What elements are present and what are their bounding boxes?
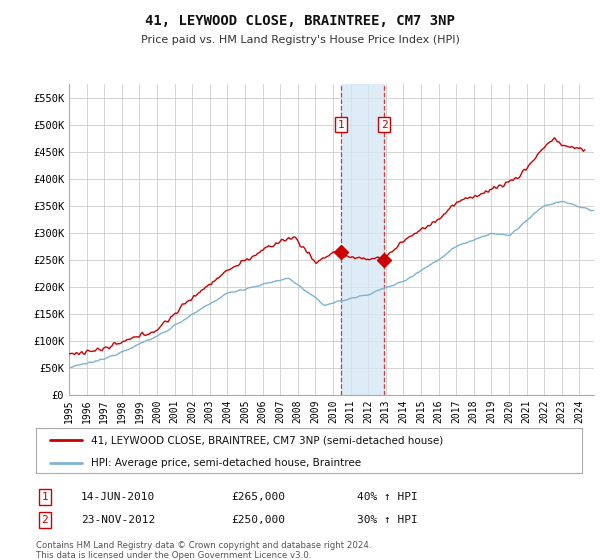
Text: 30% ↑ HPI: 30% ↑ HPI — [357, 515, 418, 525]
Text: 41, LEYWOOD CLOSE, BRAINTREE, CM7 3NP: 41, LEYWOOD CLOSE, BRAINTREE, CM7 3NP — [145, 14, 455, 28]
Text: 41, LEYWOOD CLOSE, BRAINTREE, CM7 3NP (semi-detached house): 41, LEYWOOD CLOSE, BRAINTREE, CM7 3NP (s… — [91, 436, 443, 446]
Text: HPI: Average price, semi-detached house, Braintree: HPI: Average price, semi-detached house,… — [91, 458, 361, 468]
Text: 14-JUN-2010: 14-JUN-2010 — [81, 492, 155, 502]
Bar — [341, 84, 384, 395]
Text: 2: 2 — [380, 119, 388, 129]
Text: 1: 1 — [338, 119, 344, 129]
Text: 2: 2 — [41, 515, 49, 525]
Text: £265,000: £265,000 — [231, 492, 285, 502]
Text: Price paid vs. HM Land Registry's House Price Index (HPI): Price paid vs. HM Land Registry's House … — [140, 35, 460, 45]
Text: 23-NOV-2012: 23-NOV-2012 — [81, 515, 155, 525]
Text: 40% ↑ HPI: 40% ↑ HPI — [357, 492, 418, 502]
Text: 1: 1 — [41, 492, 49, 502]
Text: Contains HM Land Registry data © Crown copyright and database right 2024.
This d: Contains HM Land Registry data © Crown c… — [36, 541, 371, 560]
Text: £250,000: £250,000 — [231, 515, 285, 525]
